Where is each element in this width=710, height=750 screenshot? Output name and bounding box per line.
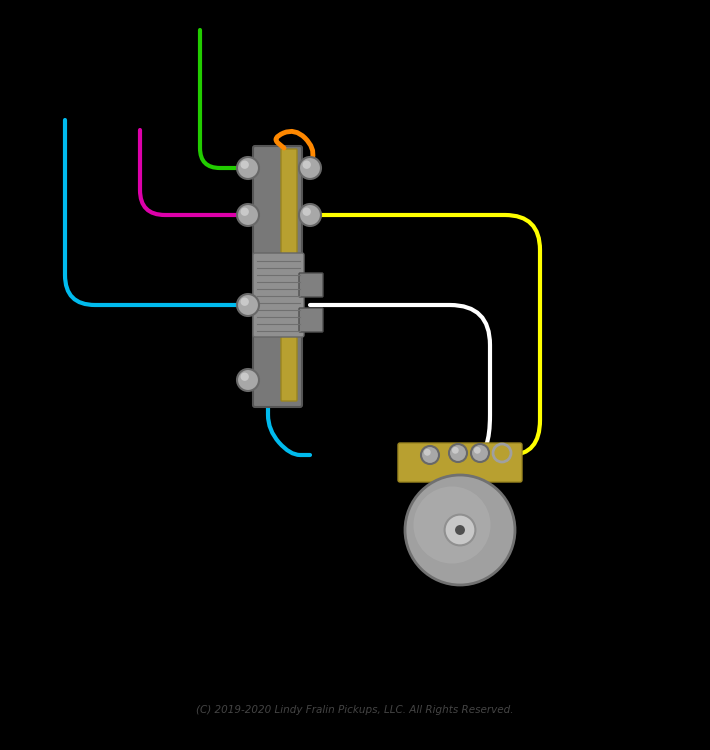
Circle shape [302,208,311,216]
Text: (C) 2019-2020 Lindy Fralin Pickups, LLC. All Rights Reserved.: (C) 2019-2020 Lindy Fralin Pickups, LLC.… [196,705,514,715]
FancyBboxPatch shape [281,149,297,401]
Circle shape [237,204,259,226]
Circle shape [424,449,431,456]
Circle shape [452,447,459,454]
Circle shape [455,525,465,535]
Circle shape [241,208,249,216]
Circle shape [241,160,249,169]
Circle shape [237,294,259,316]
Circle shape [471,444,489,462]
Circle shape [421,446,439,464]
Circle shape [299,157,321,179]
FancyBboxPatch shape [253,253,304,337]
Circle shape [413,487,491,563]
Circle shape [449,444,467,462]
Circle shape [302,160,311,169]
Circle shape [299,204,321,226]
Circle shape [444,514,476,545]
FancyBboxPatch shape [253,146,302,407]
Circle shape [237,157,259,179]
Circle shape [241,298,249,306]
FancyBboxPatch shape [299,273,323,297]
FancyBboxPatch shape [299,308,323,332]
Circle shape [474,447,481,454]
FancyBboxPatch shape [398,443,522,482]
Circle shape [405,475,515,585]
Circle shape [241,373,249,381]
Circle shape [237,369,259,391]
